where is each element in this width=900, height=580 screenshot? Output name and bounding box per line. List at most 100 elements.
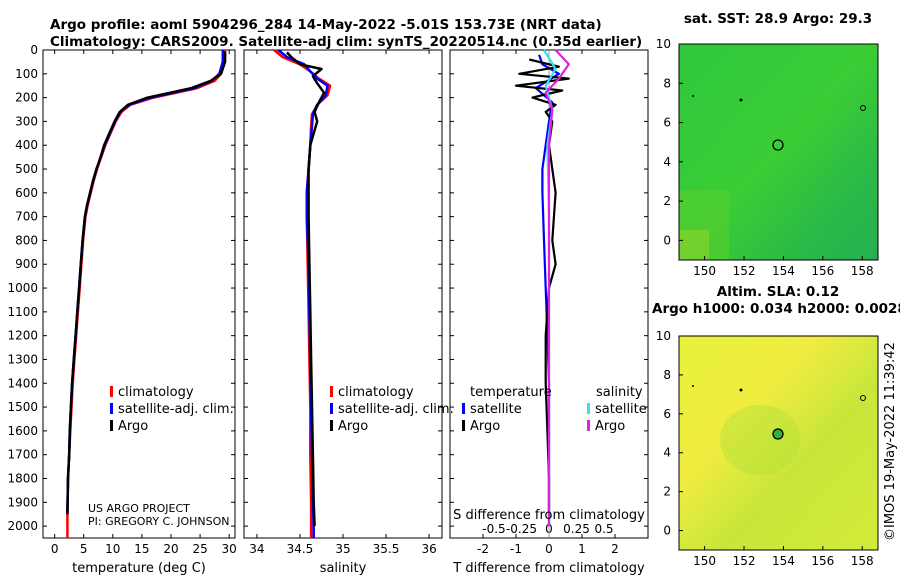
series-line-salinity-argo xyxy=(544,49,570,527)
x-tick-label: -2 xyxy=(477,542,489,556)
x-tick-label: 1 xyxy=(578,542,586,556)
legend-argo: Argo xyxy=(338,419,368,434)
map-x-tick-label: 150 xyxy=(693,264,716,278)
map-x-tick-label: 158 xyxy=(851,554,874,568)
legend-marker-satellite xyxy=(330,403,333,414)
legend-marker-satellite xyxy=(110,403,113,414)
x-tick-label: 10 xyxy=(105,542,120,556)
y-tick-label: 500 xyxy=(15,162,38,176)
difference-xlabel: T difference from climatology xyxy=(452,561,645,576)
y-tick-label: 1600 xyxy=(7,424,38,438)
x-tick-label: 2 xyxy=(611,542,619,556)
sla-map-frame xyxy=(678,335,879,551)
salinity-panel xyxy=(243,49,443,539)
sst-map-title: sat. SST: 28.9 Argo: 29.3 xyxy=(684,11,872,27)
legend-sal-argo: Argo xyxy=(595,419,625,434)
salinity-xlabel: salinity xyxy=(320,561,367,576)
legend-temp-satellite: satellite xyxy=(470,402,522,417)
temperature-xlabel: temperature (deg C) xyxy=(72,561,206,576)
series-line-argo xyxy=(66,51,227,515)
map-axes: 150 152 154 156 158 0 2 4 6 8 10 150 152 154 156 158 0 2 4… xyxy=(656,37,874,568)
map-y-tick-label: 0 xyxy=(663,233,671,247)
legend-marker-climatology xyxy=(110,386,113,397)
map-y-tick-label: 6 xyxy=(663,407,671,421)
island-marker xyxy=(739,388,743,392)
map-y-tick-label: 8 xyxy=(663,76,671,90)
map-x-tick-label: 152 xyxy=(733,554,756,568)
y-tick-label: 1000 xyxy=(7,281,38,295)
imos-watermark: ©IMOS 19-May-2022 11:39:42 xyxy=(883,342,898,541)
salinity-diff-tick-label: -0.5 xyxy=(482,522,505,536)
sla-map-subtitle: Argo h1000: 0.034 h2000: 0.0028 xyxy=(652,301,900,317)
y-tick-label: 900 xyxy=(15,257,38,271)
legend-argo: Argo xyxy=(118,419,148,434)
island-marker xyxy=(860,105,866,111)
y-tick-label: 1800 xyxy=(7,471,38,485)
island-marker xyxy=(860,395,866,401)
salinity-diff-tick-label: 0.25 xyxy=(563,522,590,536)
y-tick-label: 1500 xyxy=(7,400,38,414)
y-tick-label: 1900 xyxy=(7,495,38,509)
legend-marker-temp-argo xyxy=(462,420,465,431)
legend-marker-sal-satellite xyxy=(587,403,590,414)
figure-title-line1: Argo profile: aoml 5904296_284 14-May-20… xyxy=(50,17,602,33)
legend-marker-temp-satellite xyxy=(462,403,465,414)
salinity-legend: climatology satellite-adj. clim. Argo xyxy=(330,385,454,434)
map-y-tick-label: 6 xyxy=(663,116,671,130)
map-x-tick-label: 156 xyxy=(811,554,834,568)
argo-float-location xyxy=(772,428,784,440)
island-marker xyxy=(739,98,743,102)
series-line-climatology xyxy=(273,49,332,538)
y-tick-label: 1100 xyxy=(7,305,38,319)
map-x-tick-label: 158 xyxy=(851,264,874,278)
y-tick-label: 1200 xyxy=(7,329,38,343)
y-tick-label: 1700 xyxy=(7,448,38,462)
salinity-difference-label: S difference from climatology xyxy=(453,508,645,523)
y-tick-label: 0 xyxy=(30,43,38,57)
legend-climatology: climatology xyxy=(118,385,194,400)
map-y-tick-label: 4 xyxy=(663,155,671,169)
island-marker xyxy=(692,385,694,387)
legend-marker-climatology xyxy=(330,386,333,397)
salinity-plot: 34 34.5 35 35.5 36 xyxy=(244,49,442,556)
legend-sal-satellite: satellite xyxy=(595,402,647,417)
y-tick-label: 600 xyxy=(15,186,38,200)
y-tick-label: 100 xyxy=(15,67,38,81)
x-tick-label: 25 xyxy=(192,542,207,556)
y-tick-label: 700 xyxy=(15,210,38,224)
x-tick-label: 36 xyxy=(421,542,436,556)
legend-marker-argo xyxy=(330,420,333,431)
x-tick-label: 5 xyxy=(80,542,88,556)
map-y-tick-label: 8 xyxy=(663,368,671,382)
series-line-temperature-argo xyxy=(514,58,570,515)
x-tick-label: 0 xyxy=(545,542,553,556)
map-y-tick-label: 10 xyxy=(656,329,671,343)
map-y-tick-label: 0 xyxy=(663,524,671,538)
y-tick-label: 2000 xyxy=(7,519,38,533)
map-x-tick-label: 154 xyxy=(772,264,795,278)
legend-marker-sal-argo xyxy=(587,420,590,431)
difference-legend: temperature salinity satellite Argo sate… xyxy=(462,385,647,434)
legend-satellite: satellite-adj. clim. xyxy=(118,402,234,417)
legend-salinity-heading: salinity xyxy=(596,385,643,400)
credit-line2: PI: GREGORY C. JOHNSON xyxy=(88,515,229,528)
x-tick-label: 30 xyxy=(222,542,237,556)
island-marker xyxy=(692,95,694,97)
credit-line1: US ARGO PROJECT xyxy=(88,502,190,515)
map-x-tick-label: 150 xyxy=(693,554,716,568)
y-tick-label: 300 xyxy=(15,114,38,128)
x-tick-label: 35 xyxy=(335,542,350,556)
map-y-tick-label: 2 xyxy=(663,194,671,208)
legend-temperature-heading: temperature xyxy=(470,385,552,400)
x-tick-label: 0 xyxy=(51,542,59,556)
y-tick-label: 200 xyxy=(15,91,38,105)
figure-title-line2: Climatology: CARS2009. Satellite-adj cli… xyxy=(50,34,642,50)
sst-map-frame xyxy=(678,43,879,261)
map-x-tick-label: 152 xyxy=(733,264,756,278)
temperature-legend: climatology satellite-adj. clim. Argo xyxy=(110,385,234,434)
y-tick-label: 800 xyxy=(15,233,38,247)
x-tick-label: 34 xyxy=(249,542,264,556)
x-tick-label: -1 xyxy=(510,542,522,556)
